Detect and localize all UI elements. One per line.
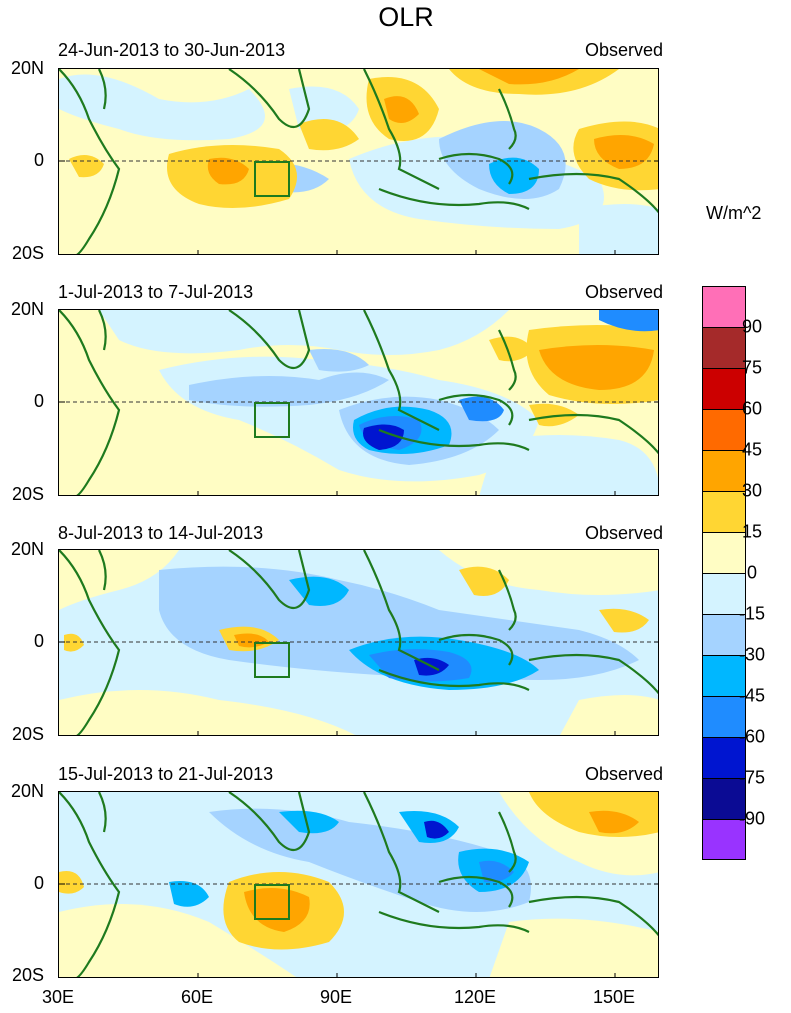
panel-2-lat-20n: 20N [10, 299, 44, 319]
lon-150e: 150E [592, 987, 636, 1007]
lon-30e: 30E [41, 987, 75, 1007]
colorbar-swatch [702, 368, 746, 409]
colorbar-swatch [702, 409, 746, 450]
colorbar-swatch [702, 491, 746, 532]
colorbar-swatch [702, 819, 746, 860]
colorbar-level-label: 0 [746, 562, 758, 583]
colorbar-level-label: 90 [741, 316, 763, 337]
panel-3-lat-0: 0 [33, 631, 44, 651]
panel-2-map [58, 309, 659, 496]
panel-4-lat-0: 0 [33, 873, 44, 893]
colorbar-level-label: -30 [738, 644, 766, 665]
panel-3-observed-label: Observed [584, 523, 663, 543]
panel-2-date-range: 1-Jul-2013 to 7-Jul-2013 [58, 282, 254, 302]
colorbar-level-label: 60 [741, 398, 763, 419]
panel-3-lat-20n: 20N [10, 539, 44, 559]
colorbar-swatch [702, 327, 746, 368]
colorbar-level-label: 15 [741, 521, 763, 542]
panel-3-date-range: 8-Jul-2013 to 14-Jul-2013 [58, 523, 264, 543]
colorbar-swatch [702, 532, 746, 573]
units-label: W/m^2 [706, 203, 762, 223]
colorbar-level-label: -45 [738, 685, 766, 706]
figure-title: OLR [378, 2, 434, 32]
colorbar-level-label: -60 [738, 726, 766, 747]
colorbar-swatch [702, 450, 746, 491]
panel-1-map [58, 68, 659, 255]
panel-3-map [58, 549, 659, 736]
colorbar-level-label: 30 [741, 480, 763, 501]
panel-4-map [58, 791, 659, 978]
colorbar-level-label: 75 [741, 357, 763, 378]
panel-2-observed-label: Observed [584, 282, 663, 302]
colorbar-swatch [702, 614, 746, 655]
panel-1-observed-label: Observed [584, 40, 663, 60]
panel-1-lat-20n: 20N [10, 58, 44, 78]
colorbar-swatch [702, 737, 746, 778]
colorbar-level-label: 45 [741, 439, 763, 460]
panel-4-lat-20s: 20S [11, 965, 44, 985]
colorbar-swatch [702, 696, 746, 737]
lon-120e: 120E [453, 987, 497, 1007]
colorbar-swatch [702, 286, 746, 327]
colorbar-swatch [702, 573, 746, 614]
colorbar-level-label: -15 [738, 603, 766, 624]
panel-4-lat-20n: 20N [10, 781, 44, 801]
colorbar [702, 286, 746, 860]
colorbar-swatch [702, 778, 746, 819]
panel-3-lat-20s: 20S [11, 724, 44, 744]
panel-1-lat-0: 0 [33, 150, 44, 170]
panel-4-observed-label: Observed [584, 764, 663, 784]
colorbar-level-label: -90 [738, 808, 766, 829]
panel-2-lat-0: 0 [33, 391, 44, 411]
panel-1-lat-20s: 20S [11, 243, 44, 263]
lon-60e: 60E [180, 987, 214, 1007]
lon-90e: 90E [319, 987, 353, 1007]
colorbar-swatch [702, 655, 746, 696]
colorbar-level-label: -75 [738, 767, 766, 788]
panel-4-date-range: 15-Jul-2013 to 21-Jul-2013 [58, 764, 274, 784]
panel-2-lat-20s: 20S [11, 484, 44, 504]
panel-1-date-range: 24-Jun-2013 to 30-Jun-2013 [58, 40, 286, 60]
